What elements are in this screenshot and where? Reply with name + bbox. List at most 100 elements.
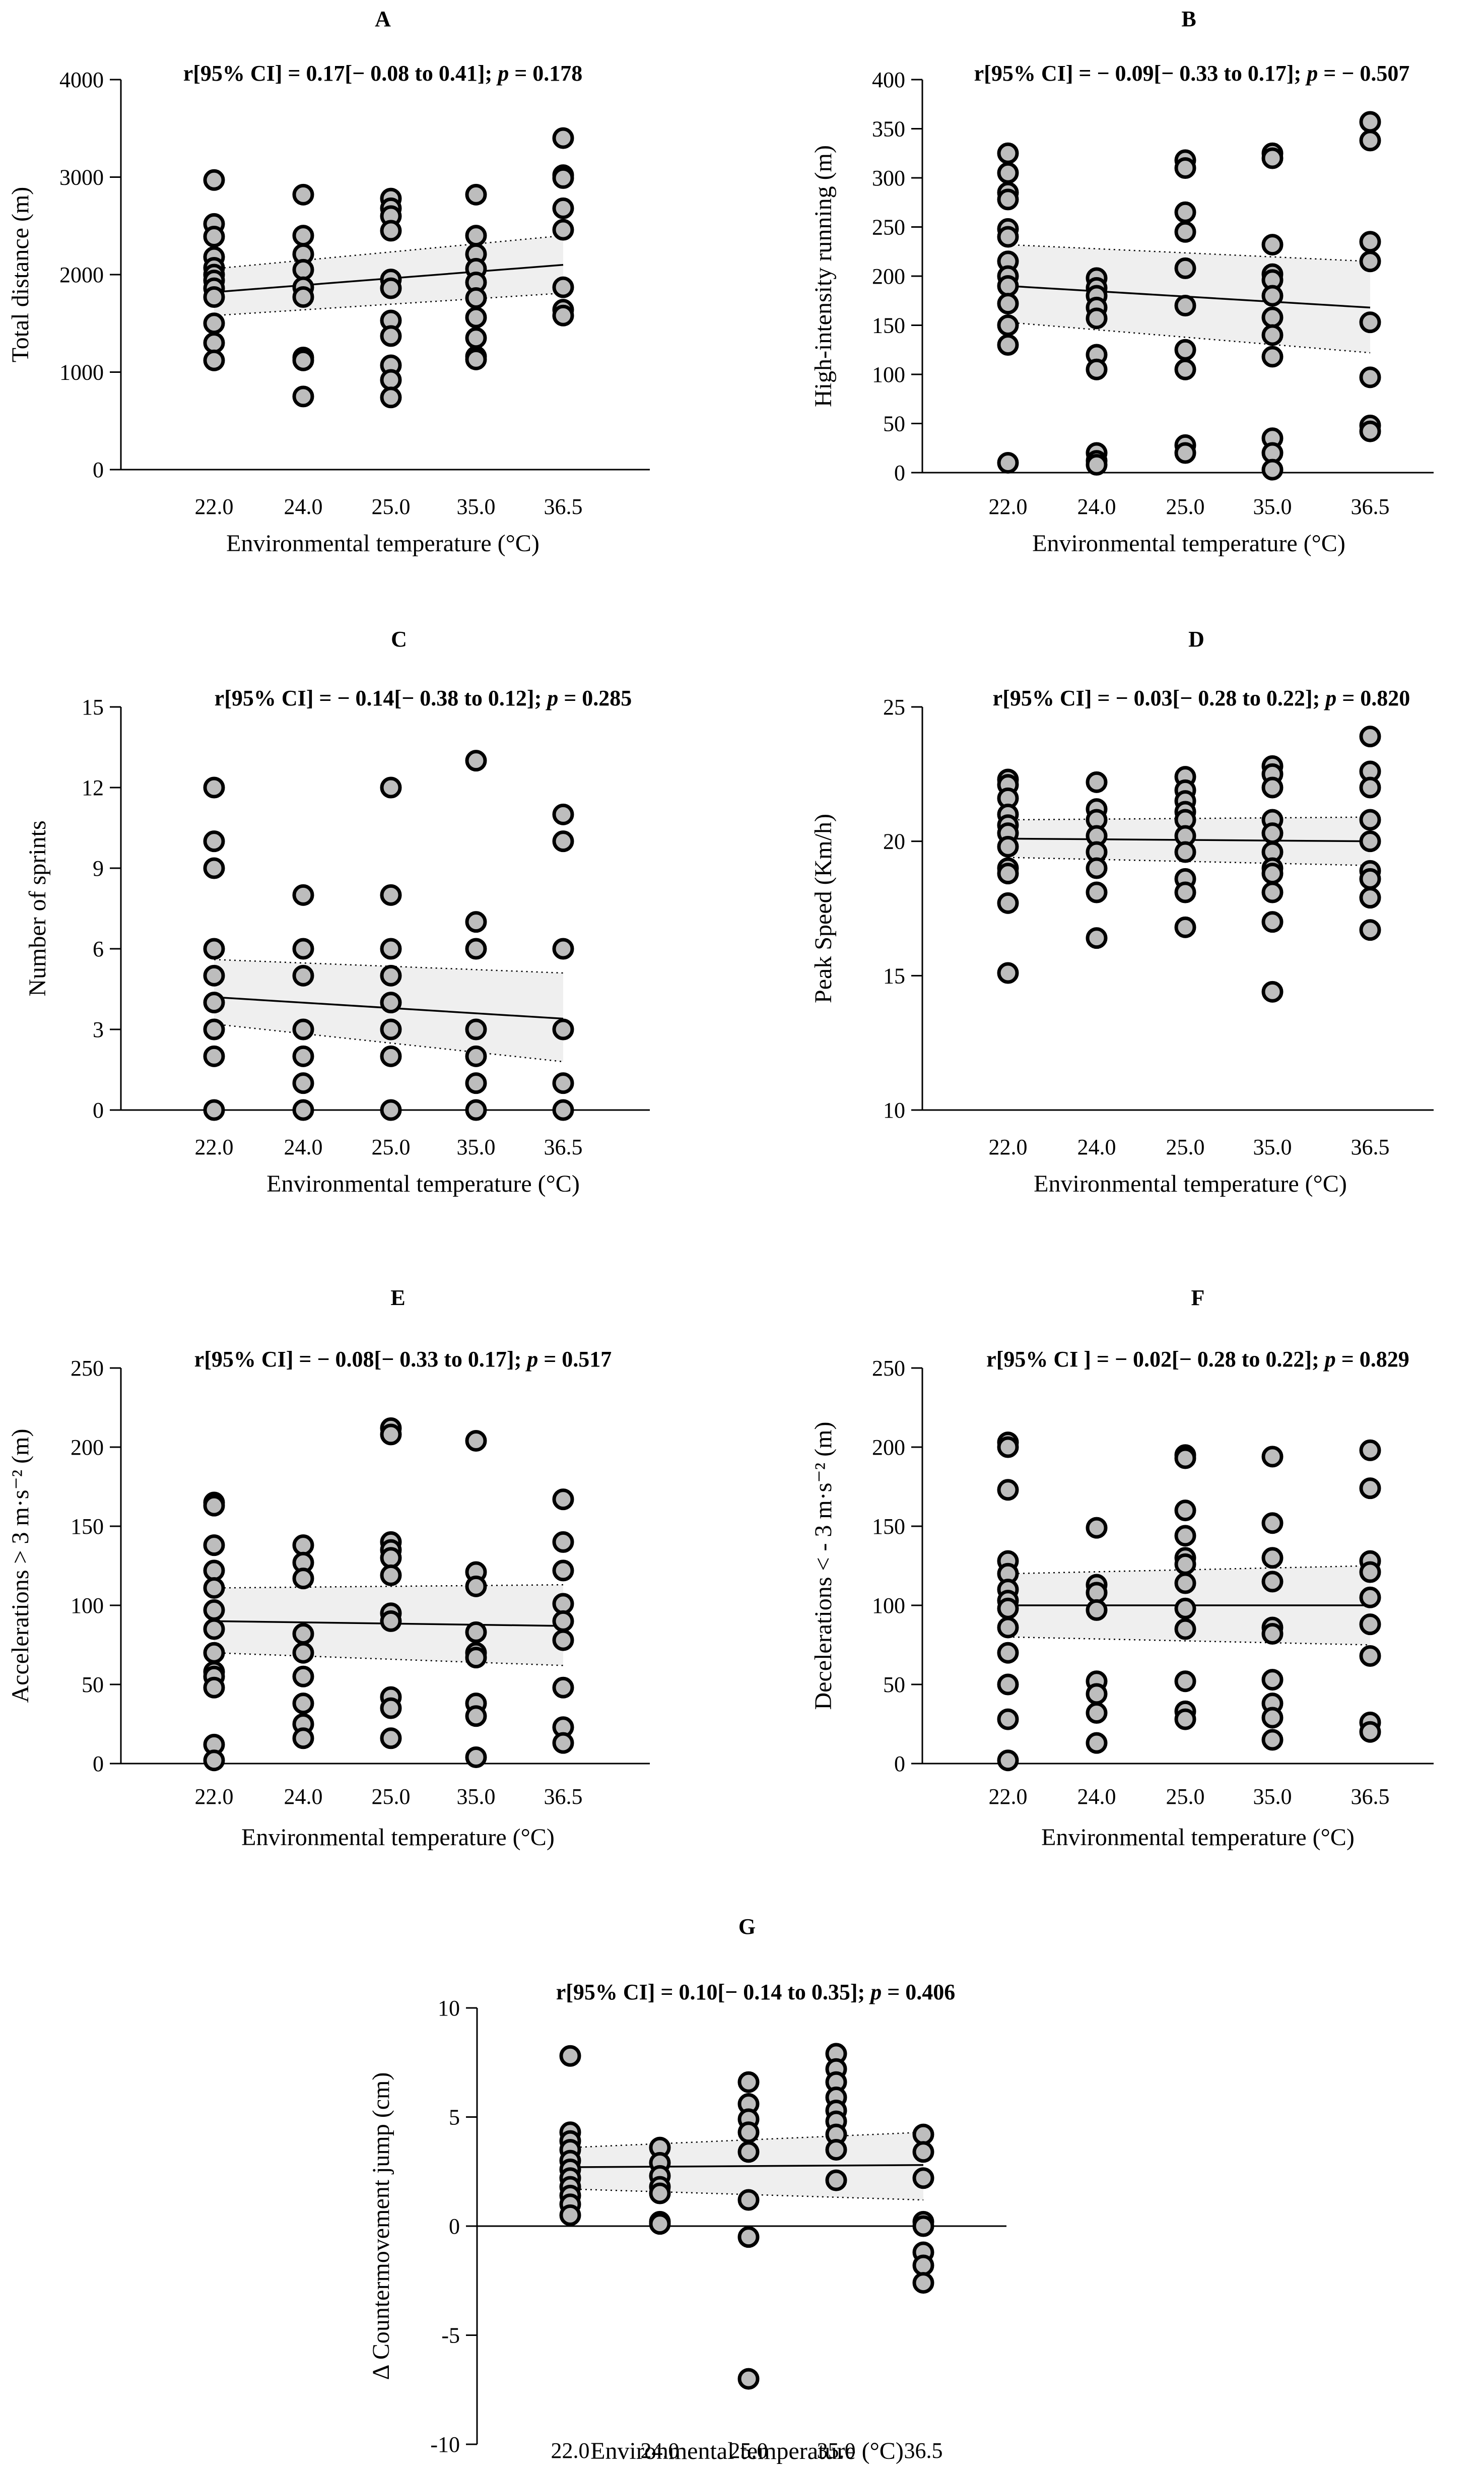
- data-point: [292, 349, 314, 371]
- data-point: [292, 1727, 314, 1749]
- data-point: [292, 1642, 314, 1664]
- y-tick-label: 150: [71, 1514, 104, 1539]
- panel-letter: B: [1181, 7, 1196, 31]
- data-point: [552, 1629, 574, 1651]
- data-point: [997, 1597, 1019, 1619]
- data-point: [997, 226, 1019, 248]
- data-point: [203, 1018, 225, 1040]
- panel-stat: r[95% CI] = 0.10[− 0.14 to 0.35]; p = 0.…: [556, 1980, 956, 2004]
- data-point: [997, 275, 1019, 297]
- data-point: [1261, 1729, 1284, 1751]
- data-point: [380, 1099, 402, 1121]
- data-point: [1174, 1670, 1196, 1693]
- data-point: [997, 452, 1019, 474]
- data-point: [465, 1018, 487, 1040]
- data-point: [1261, 863, 1284, 885]
- x-tick-label: 22.0: [195, 1784, 234, 1809]
- data-point: [203, 1676, 225, 1699]
- panel-stat: r[95% CI] = − 0.03[− 0.28 to 0.22]; p = …: [993, 686, 1410, 710]
- y-axis-label: Δ Countermovement jump (cm): [368, 2072, 394, 2380]
- panel-stat: r[95% CI] = − 0.09[− 0.33 to 0.17]; p = …: [974, 61, 1410, 86]
- panel-stat: r[95% CI] = 0.17[− 0.08 to 0.41]; p = 0.…: [183, 61, 583, 86]
- y-tick-label: 15: [883, 963, 905, 988]
- y-tick-label: 5: [449, 2105, 460, 2130]
- x-tick-label: 36.5: [1351, 1784, 1390, 1809]
- data-point: [1261, 911, 1284, 933]
- data-point: [1174, 841, 1196, 863]
- data-point: [552, 276, 574, 298]
- data-point: [380, 325, 402, 347]
- data-point: [997, 892, 1019, 914]
- data-point: [1359, 420, 1381, 442]
- data-point: [1359, 231, 1381, 253]
- data-point: [737, 2141, 760, 2163]
- data-point: [380, 1423, 402, 1446]
- data-point: [380, 1045, 402, 1067]
- data-point: [997, 1479, 1019, 1501]
- stat-segment: p: [525, 1347, 538, 1372]
- stat-segment: r[95% CI ] = − 0.02[− 0.28 to 0.22];: [986, 1347, 1325, 1372]
- x-tick-label: 22.0: [195, 494, 234, 519]
- data-point: [1261, 1623, 1284, 1645]
- panel-f: Fr[95% CI ] = − 0.02[− 0.28 to 0.22]; p …: [810, 1285, 1434, 1851]
- x-tick-label: 36.5: [544, 1135, 583, 1159]
- data-point: [465, 1099, 487, 1121]
- data-point: [292, 1665, 314, 1687]
- y-axis-label: Total distance (m): [7, 187, 34, 363]
- y-tick-label: 9: [93, 856, 104, 881]
- data-point: [203, 226, 225, 248]
- x-tick-label: 24.0: [284, 1135, 323, 1159]
- data-point: [203, 1559, 225, 1582]
- data-point: [380, 1547, 402, 1569]
- data-point: [203, 857, 225, 879]
- data-point: [912, 2123, 934, 2145]
- y-axis-label: Peak Speed (Km/h): [810, 814, 837, 1003]
- y-tick-label: 0: [93, 1098, 104, 1123]
- data-point: [203, 332, 225, 354]
- stat-segment: = − 0.507: [1318, 61, 1409, 86]
- data-point: [292, 385, 314, 408]
- data-point: [380, 1697, 402, 1719]
- x-axis-label: Environmental temperature (°C): [1032, 530, 1345, 557]
- data-point: [912, 2254, 934, 2276]
- data-point: [1174, 257, 1196, 279]
- x-tick-label: 35.0: [457, 1135, 496, 1159]
- data-point: [552, 1072, 574, 1094]
- data-point: [1359, 776, 1381, 799]
- data-point: [1261, 776, 1284, 799]
- data-point: [1174, 295, 1196, 316]
- data-point: [1174, 1447, 1196, 1469]
- data-point: [1261, 1547, 1284, 1569]
- y-tick-label: 10: [883, 1098, 905, 1123]
- data-point: [380, 386, 402, 409]
- ci-lower-line: [214, 1023, 564, 1063]
- data-point: [465, 938, 487, 960]
- y-tick-label: 50: [883, 1672, 905, 1697]
- data-point: [380, 938, 402, 960]
- stat-segment: r[95% CI] = − 0.03[− 0.28 to 0.22];: [993, 686, 1326, 710]
- data-point: [1261, 306, 1284, 329]
- data-point: [380, 992, 402, 1014]
- y-tick-label: -5: [441, 2323, 460, 2348]
- data-point: [1086, 1599, 1108, 1621]
- x-tick-label: 25.0: [1166, 494, 1205, 519]
- x-tick-label: 36.5: [544, 494, 583, 519]
- x-tick-label: 24.0: [1077, 1784, 1116, 1809]
- y-tick-label: 200: [872, 1435, 905, 1460]
- data-point: [1359, 111, 1381, 133]
- stat-segment: = 0.829: [1336, 1347, 1409, 1372]
- data-point: [380, 884, 402, 906]
- x-tick-label: 24.0: [284, 494, 323, 519]
- x-tick-label: 22.0: [195, 1135, 234, 1159]
- x-tick-label: 35.0: [457, 494, 496, 519]
- data-point: [465, 1621, 487, 1643]
- data-point: [1086, 881, 1108, 903]
- x-tick-label: 22.0: [989, 494, 1028, 519]
- data-point: [1086, 307, 1108, 330]
- data-point: [552, 1099, 574, 1121]
- data-point: [552, 803, 574, 825]
- y-tick-label: 250: [71, 1356, 104, 1381]
- data-point: [1174, 1553, 1196, 1575]
- data-point: [465, 1647, 487, 1669]
- panel-letter: G: [738, 1914, 756, 1939]
